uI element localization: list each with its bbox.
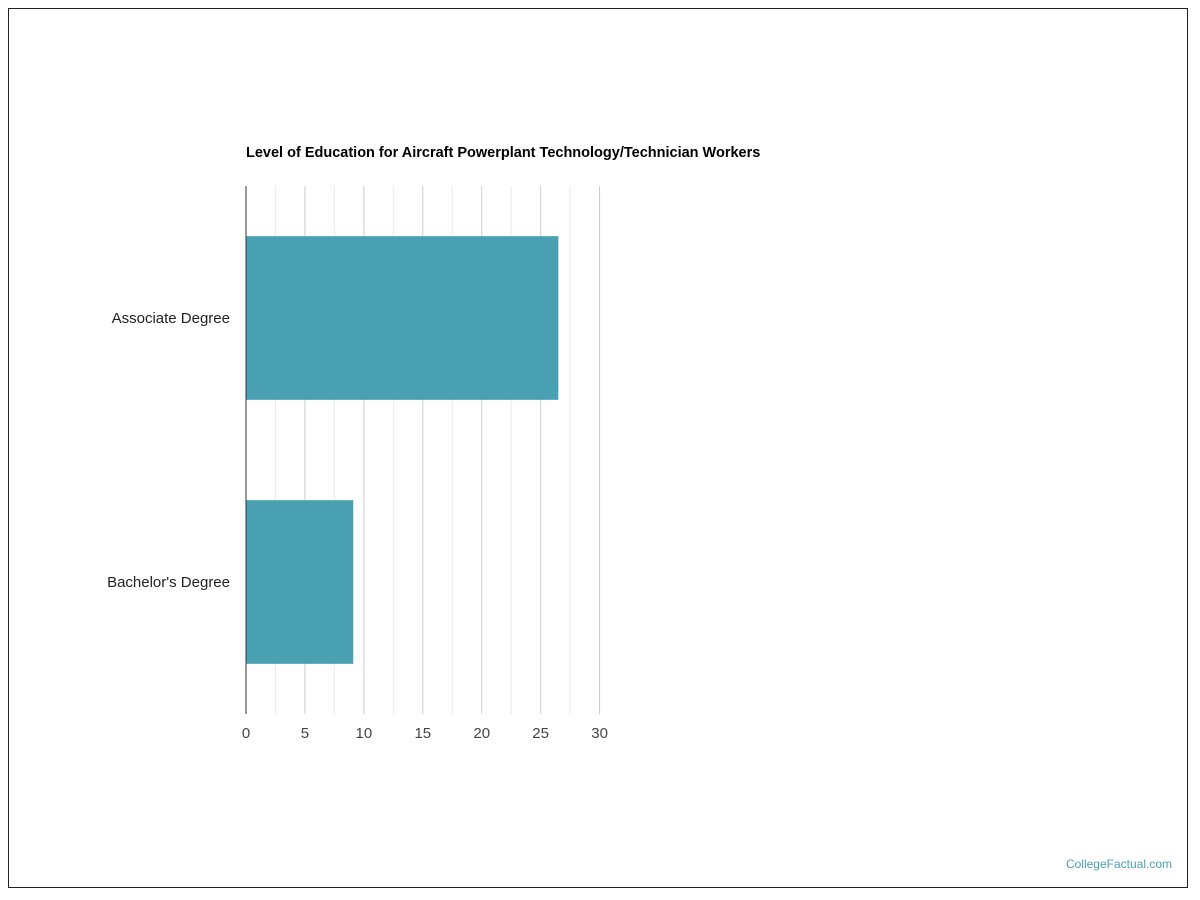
chart: Associate Degree Bachelor's Degree 0 5 10 15 2…: [107, 145, 760, 742]
chart-frame: Associate Degree Bachelor's Degree 0 5 10 15 2…: [8, 8, 1188, 888]
bars: [246, 236, 559, 664]
category-label: Associate Degree: [112, 310, 230, 327]
category-label: Bachelor's Degree: [107, 574, 230, 591]
x-tick-label: 15: [414, 725, 431, 742]
x-tick-label: 25: [532, 725, 549, 742]
x-tick-label: 10: [356, 725, 373, 742]
x-tick-label: 30: [591, 725, 608, 742]
x-tick-label: 0: [242, 725, 250, 742]
bar-bachelor-s-degree[interactable]: [246, 500, 354, 664]
x-tick-label: 20: [473, 725, 490, 742]
labels: Associate Degree Bachelor's Degree 0 5 10 15 2…: [107, 310, 608, 742]
collegefactual-watermark[interactable]: CollegeFactual.com: [1065, 857, 1172, 871]
x-tick-label: 5: [301, 725, 309, 742]
bar-associate-degree[interactable]: [246, 236, 559, 400]
chart-title: Level of Education for Aircraft Powerpla…: [246, 145, 760, 161]
